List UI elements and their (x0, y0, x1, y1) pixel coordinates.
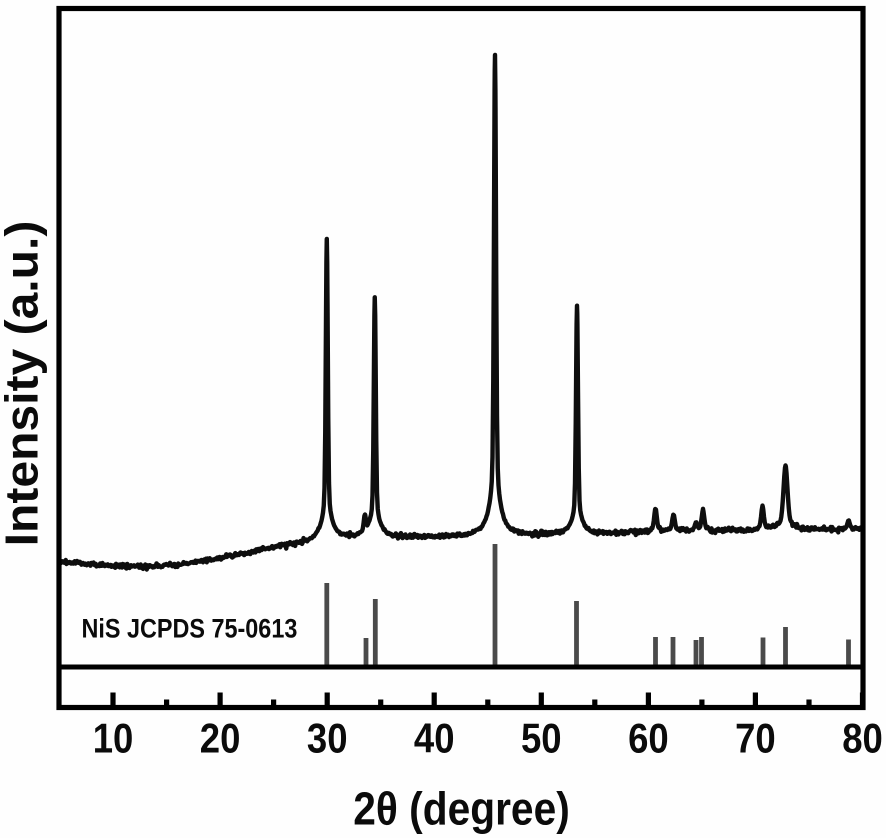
svg-text:50: 50 (521, 716, 562, 762)
svg-text:80: 80 (842, 716, 883, 762)
svg-text:NiS JCPDS 75-0613: NiS JCPDS 75-0613 (82, 614, 298, 644)
svg-text:10: 10 (93, 716, 134, 762)
svg-text:2θ (degree): 2θ (degree) (353, 784, 570, 835)
svg-text:40: 40 (414, 716, 455, 762)
svg-text:30: 30 (307, 716, 348, 762)
svg-text:20: 20 (200, 716, 241, 762)
svg-text:60: 60 (628, 716, 669, 762)
svg-text:Intensity (a.u.): Intensity (a.u.) (0, 221, 47, 547)
svg-text:70: 70 (735, 716, 776, 762)
